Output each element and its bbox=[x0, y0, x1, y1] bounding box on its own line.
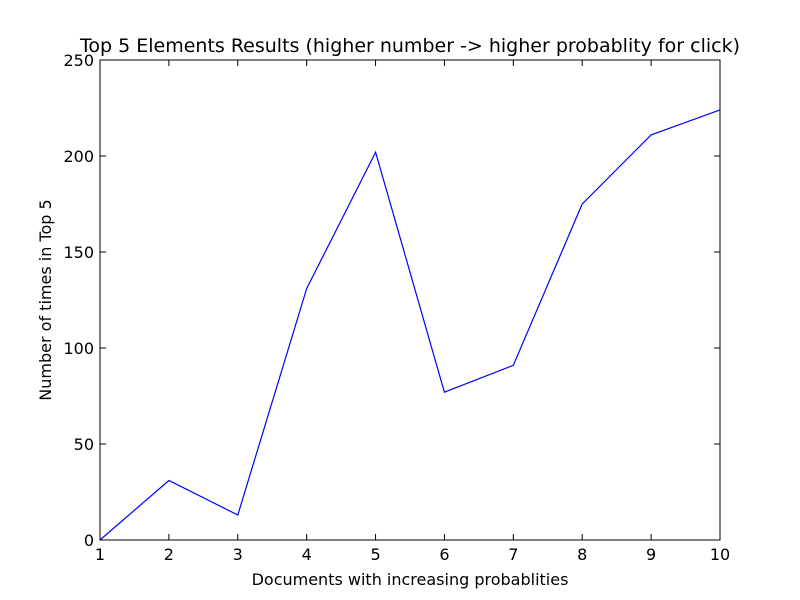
x-tick-label: 3 bbox=[233, 545, 243, 564]
x-tick-label: 5 bbox=[370, 545, 380, 564]
x-tick-label: 1 bbox=[95, 545, 105, 564]
x-tick-label: 10 bbox=[710, 545, 730, 564]
x-tick-label: 6 bbox=[439, 545, 449, 564]
x-tick-label: 4 bbox=[302, 545, 312, 564]
x-tick-label: 2 bbox=[164, 545, 174, 564]
y-tick-label: 150 bbox=[63, 243, 94, 262]
x-axis-title: Documents with increasing probablities bbox=[252, 570, 569, 589]
y-tick-label: 50 bbox=[74, 435, 94, 454]
y-axis-title: Number of times in Top 5 bbox=[36, 199, 55, 400]
x-tick-label: 8 bbox=[577, 545, 587, 564]
y-tick-label: 200 bbox=[63, 147, 94, 166]
plot-frame bbox=[99, 59, 721, 541]
y-tick-label: 0 bbox=[84, 531, 94, 550]
x-tick-label: 9 bbox=[646, 545, 656, 564]
y-tick-label: 250 bbox=[63, 51, 94, 70]
x-tick-label: 7 bbox=[508, 545, 518, 564]
y-tick-label: 100 bbox=[63, 339, 94, 358]
series-line-0 bbox=[99, 109, 721, 541]
chart-title: Top 5 Elements Results (higher number ->… bbox=[79, 35, 740, 57]
